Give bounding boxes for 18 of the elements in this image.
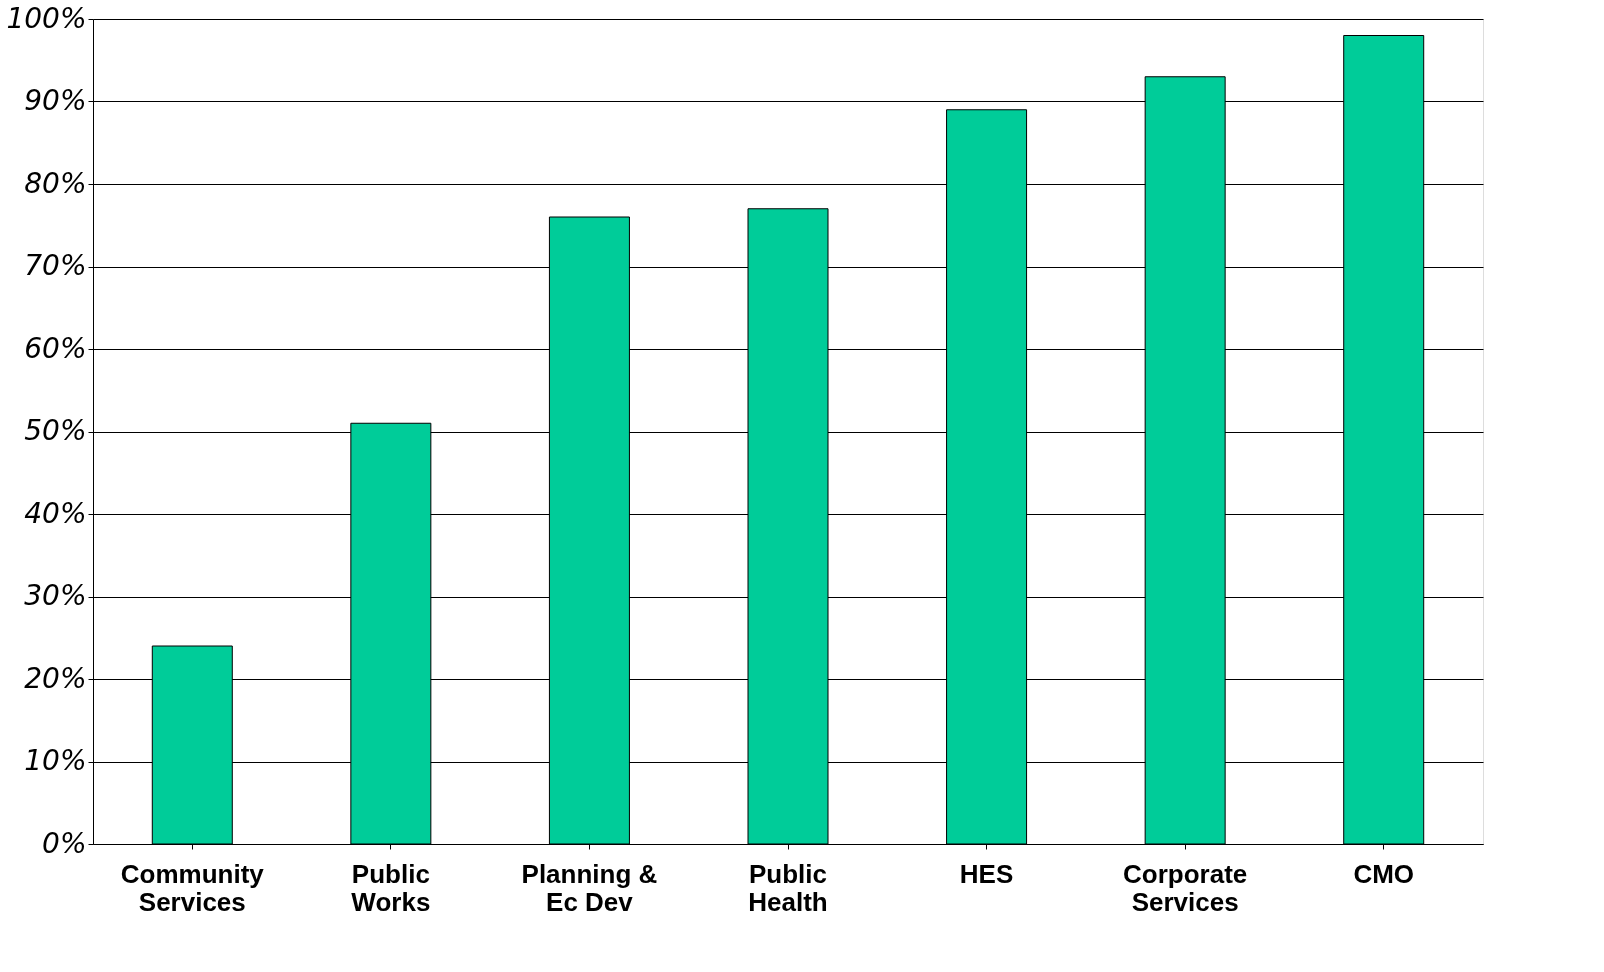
y-tick-label: 80% <box>24 166 87 200</box>
x-tick-label: CMO <box>1353 858 1415 889</box>
x-tick-label: Public Works <box>351 858 431 917</box>
y-tick-label: 60% <box>24 331 87 365</box>
y-tick-label: 10% <box>24 744 87 777</box>
y-tick-label: 100% <box>6 1 87 35</box>
y-tick-label: 0% <box>42 826 87 860</box>
x-tick-label: Planning & Ec Dev <box>521 858 658 917</box>
y-tick-label: 20% <box>24 661 87 695</box>
y-tick-label: 70% <box>24 249 87 282</box>
y-tick-label: 50% <box>24 414 87 447</box>
x-tick-label: Corporate Services <box>1123 858 1248 917</box>
y-tick-label: 30% <box>24 579 87 612</box>
x-tick-label: HES <box>959 858 1014 889</box>
y-tick-label: 40% <box>24 496 87 530</box>
x-tick-label: Public Health <box>748 858 828 917</box>
x-tick-label: Community Services <box>120 858 265 917</box>
y-tick-label: 90% <box>24 84 87 117</box>
